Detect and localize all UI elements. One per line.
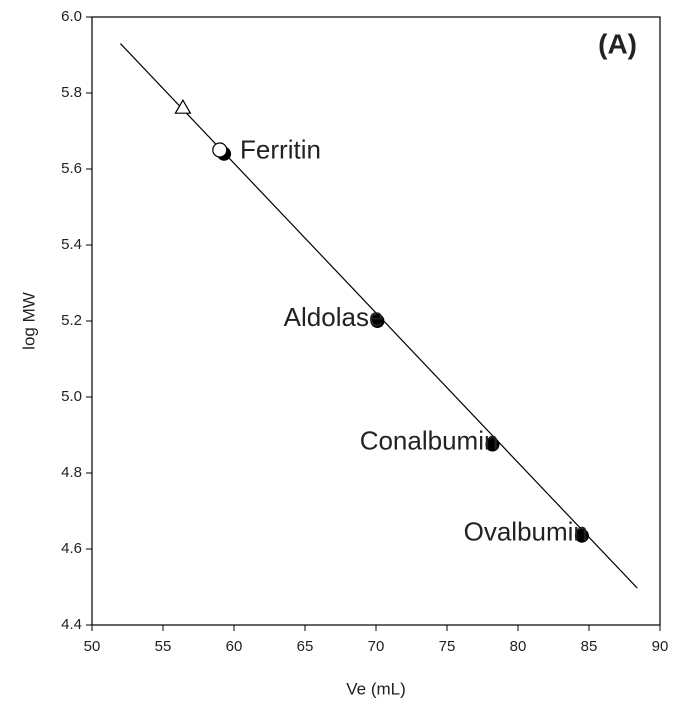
x-tick-label: 70: [368, 638, 385, 655]
panel-label: (A): [598, 28, 637, 59]
point-label: Aldolase: [284, 302, 384, 332]
x-axis-title: Ve (mL): [346, 679, 406, 698]
y-tick-label: 6.0: [61, 8, 82, 25]
point-label: Ferritin: [240, 135, 321, 165]
x-tick-label: 80: [510, 638, 527, 655]
y-tick-label: 4.6: [61, 540, 82, 557]
x-tick-label: 65: [297, 638, 314, 655]
point: [574, 528, 589, 543]
x-tick-label: 90: [652, 638, 669, 655]
point: [212, 142, 228, 158]
y-tick-label: 5.2: [61, 312, 82, 329]
x-tick-label: 60: [226, 638, 243, 655]
y-tick-label: 5.6: [61, 160, 82, 177]
x-tick-label: 55: [155, 638, 172, 655]
y-axis-title: log MW: [19, 292, 38, 350]
y-tick-label: 5.4: [61, 236, 82, 253]
point: [174, 98, 192, 114]
point-label: Conalbumin: [360, 425, 499, 455]
x-tick-label: 50: [84, 638, 101, 655]
point-label: Ovalbumin: [464, 517, 588, 547]
y-tick-label: 4.4: [61, 616, 82, 633]
point: [485, 437, 500, 452]
point: [370, 314, 385, 328]
y-tick-label: 4.8: [61, 464, 82, 481]
y-tick-label: 5.0: [61, 388, 82, 405]
x-tick-label: 75: [439, 638, 456, 655]
x-tick-label: 85: [581, 638, 598, 655]
y-tick-label: 5.8: [61, 84, 82, 101]
